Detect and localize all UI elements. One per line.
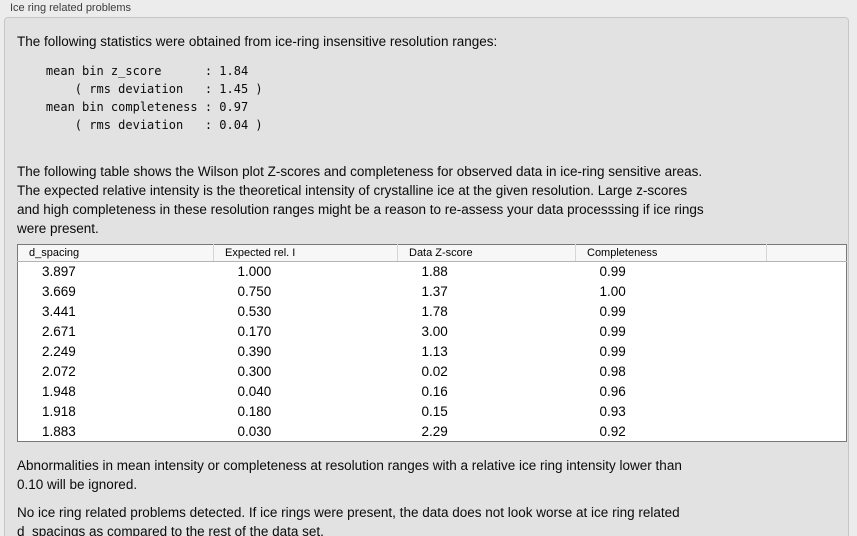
table-row[interactable]: 1.918 0.180 0.15 0.93 — [18, 402, 847, 422]
cell-d-spacing: 1.948 — [42, 384, 76, 399]
cell-d-spacing: 2.671 — [42, 324, 76, 339]
cell-completeness: 0.98 — [599, 364, 626, 379]
cell-d-spacing: 3.441 — [42, 304, 76, 319]
table-row[interactable]: 1.948 0.040 0.16 0.96 — [18, 382, 847, 402]
cell-completeness: 1.00 — [599, 284, 626, 299]
intro-text: The following statistics were obtained f… — [17, 34, 498, 49]
ice-ring-group-box: The following statistics were obtained f… — [4, 17, 849, 536]
cell-expected-rel-i: 0.530 — [237, 304, 272, 319]
cell-d-spacing: 2.249 — [42, 344, 76, 359]
cell-data-z-score: 1.37 — [421, 284, 448, 299]
panel-title: Ice ring related problems — [10, 2, 132, 14]
cell-d-spacing: 3.897 — [42, 264, 76, 280]
table-row[interactable]: 2.249 0.390 1.13 0.99 — [18, 342, 847, 362]
table-row[interactable]: 2.072 0.300 0.02 0.98 — [18, 362, 847, 382]
cell-d-spacing: 3.669 — [42, 284, 76, 299]
cell-completeness: 0.96 — [599, 384, 626, 399]
column-header-data-z-score[interactable]: Data Z-score — [397, 244, 576, 262]
cell-expected-rel-i: 0.170 — [237, 324, 272, 339]
conclusion-text: No ice ring related problems detected. I… — [17, 505, 680, 536]
cell-expected-rel-i: 0.180 — [237, 404, 272, 419]
table-description-text: The following table shows the Wilson plo… — [17, 164, 704, 236]
cell-completeness: 0.99 — [599, 264, 626, 280]
cell-expected-rel-i: 0.300 — [237, 364, 272, 379]
cell-data-z-score: 1.88 — [421, 264, 448, 280]
column-header-expected-rel-i[interactable]: Expected rel. I — [213, 244, 398, 262]
ignore-threshold-note: Abnormalities in mean intensity or compl… — [17, 458, 682, 492]
cell-completeness: 0.93 — [599, 404, 626, 419]
column-header-completeness[interactable]: Completeness — [575, 244, 767, 262]
cell-data-z-score: 2.29 — [421, 423, 448, 439]
cell-data-z-score: 0.15 — [421, 404, 448, 419]
cell-completeness: 0.92 — [599, 423, 626, 439]
cell-expected-rel-i: 0.750 — [237, 284, 272, 299]
ice-ring-table: d_spacing Expected rel. I Data Z-score C… — [17, 244, 847, 442]
cell-data-z-score: 0.02 — [421, 364, 448, 379]
cell-data-z-score: 3.00 — [421, 324, 448, 339]
table-row[interactable]: 3.897 1.000 1.88 0.99 — [18, 262, 847, 282]
cell-expected-rel-i: 0.030 — [237, 423, 272, 439]
bin-statistics-block: mean bin z_score : 1.84 ( rms deviation … — [45, 64, 263, 132]
column-header-empty — [766, 244, 847, 262]
column-header-d-spacing[interactable]: d_spacing — [17, 244, 214, 262]
cell-data-z-score: 1.78 — [421, 304, 448, 319]
cell-d-spacing: 1.883 — [42, 423, 76, 439]
cell-completeness: 0.99 — [599, 304, 626, 319]
table-row[interactable]: 2.671 0.170 3.00 0.99 — [18, 322, 847, 342]
cell-completeness: 0.99 — [599, 344, 626, 359]
table-header-row: d_spacing Expected rel. I Data Z-score C… — [17, 244, 847, 262]
cell-expected-rel-i: 0.390 — [237, 344, 272, 359]
cell-expected-rel-i: 0.040 — [237, 384, 272, 399]
cell-d-spacing: 2.072 — [42, 364, 76, 379]
table-row[interactable]: 1.883 0.030 2.29 0.92 — [18, 422, 847, 442]
cell-d-spacing: 1.918 — [42, 404, 76, 419]
cell-expected-rel-i: 1.000 — [237, 264, 272, 280]
cell-data-z-score: 0.16 — [421, 384, 448, 399]
table-row[interactable]: 3.441 0.530 1.78 0.99 — [18, 302, 847, 322]
table-row[interactable]: 3.669 0.750 1.37 1.00 — [18, 282, 847, 302]
cell-completeness: 0.99 — [599, 324, 626, 339]
cell-data-z-score: 1.13 — [421, 344, 448, 359]
